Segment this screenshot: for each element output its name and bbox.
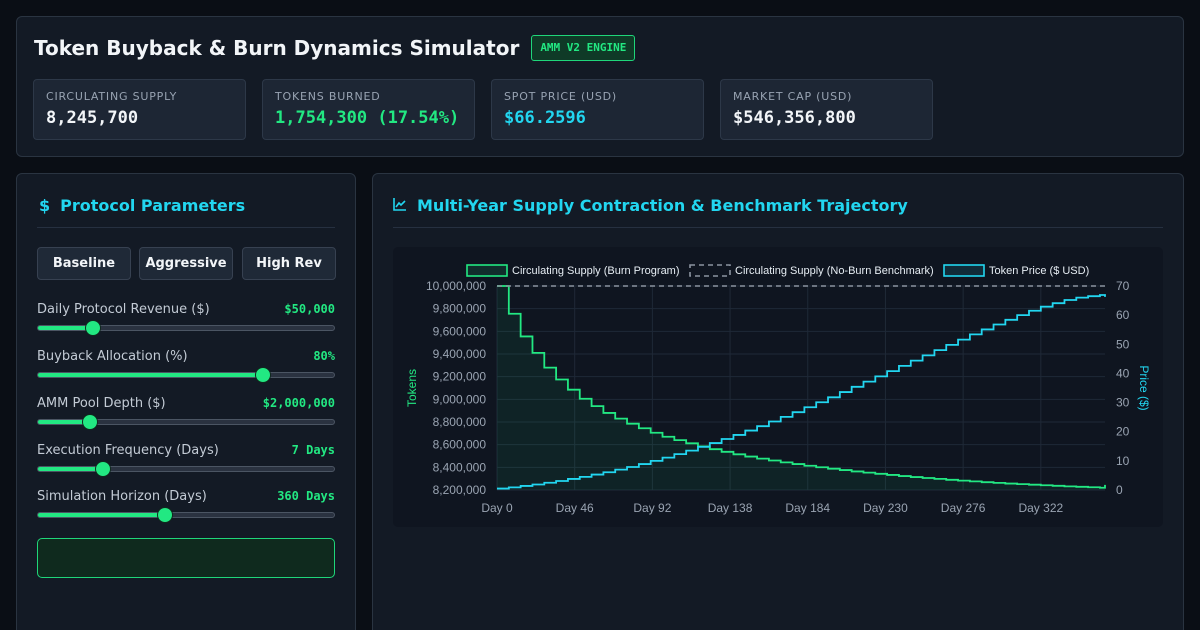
- dollar-icon: $: [39, 196, 51, 215]
- param-label: Daily Protocol Revenue ($): [37, 302, 210, 317]
- protocol-parameters-panel: $ Protocol Parameters Baseline Aggressiv…: [16, 173, 356, 630]
- param-value: $50,000: [284, 302, 335, 316]
- legend-token-price-label: Token Price ($ USD): [989, 265, 1089, 277]
- x-tick-label: Day 276: [941, 501, 986, 515]
- y-right-axis-title: Price ($): [1137, 365, 1151, 410]
- x-tick-label: Day 230: [863, 501, 908, 515]
- y-right-tick-label: 60: [1116, 308, 1130, 322]
- y-left-axis-title: Tokens: [405, 369, 419, 407]
- y-right-tick-label: 50: [1116, 337, 1130, 351]
- slider-thumb[interactable]: [84, 320, 101, 336]
- param-value: 80%: [313, 349, 335, 363]
- slider-thumb[interactable]: [81, 414, 98, 430]
- preset-aggressive-button[interactable]: Aggressive: [139, 247, 233, 280]
- burn-supply-area: [497, 286, 1105, 490]
- y-left-tick-label: 8,400,000: [433, 460, 487, 474]
- y-left-tick-label: 8,600,000: [433, 438, 487, 452]
- chart-svg: 10,000,000 9,800,000 9,600,000 9,400,000 9,2…: [405, 264, 1151, 515]
- burn-supply-line: [497, 285, 1106, 489]
- x-tick-label: Day 0: [481, 501, 513, 515]
- y-left-tick-label: 9,400,000: [433, 347, 487, 361]
- y-left-tick-label: 8,200,000: [433, 483, 487, 497]
- y-left-tick-label: 10,000,000: [426, 279, 486, 293]
- legend-token-price-swatch: [943, 264, 985, 277]
- stat-value: $66.2596: [504, 108, 586, 128]
- preset-baseline-button[interactable]: Baseline: [37, 247, 131, 280]
- legend-burn-program-label: Circulating Supply (Burn Program): [512, 265, 680, 277]
- stat-circulating-supply: CIRCULATING SUPPLY 8,245,700: [33, 79, 246, 140]
- slider-thumb[interactable]: [157, 507, 174, 523]
- panel-title: Multi-Year Supply Contraction & Benchmar…: [417, 196, 908, 215]
- stat-value: 1,754,300 (17.54%): [275, 108, 460, 128]
- daily-revenue-slider[interactable]: [37, 320, 335, 336]
- buyback-allocation-slider[interactable]: [37, 367, 335, 383]
- summary-card: Token Buyback & Burn Dynamics Simulator …: [16, 16, 1184, 157]
- simulation-horizon-slider[interactable]: [37, 507, 335, 523]
- param-value: $2,000,000: [262, 396, 335, 410]
- stat-value: $546,356,800: [733, 108, 856, 128]
- y-right-tick-label: 20: [1116, 425, 1130, 439]
- x-tick-label: Day 92: [633, 501, 671, 515]
- amm-pool-depth-slider[interactable]: [37, 414, 335, 430]
- token-price-line: [497, 294, 1106, 490]
- divider: [37, 227, 335, 228]
- app-title: Token Buyback & Burn Dynamics Simulator: [34, 36, 520, 60]
- panel-header: Multi-Year Supply Contraction & Benchmar…: [393, 196, 908, 215]
- stat-spot-price: SPOT PRICE (USD) $66.2596: [491, 79, 704, 140]
- y-left-tick-label: 9,200,000: [433, 370, 487, 384]
- y-left-tick-label: 9,000,000: [433, 392, 487, 406]
- param-value: 7 Days: [291, 443, 335, 457]
- line-chart-icon: [393, 196, 407, 215]
- stat-market-cap: MARKET CAP (USD) $546,356,800: [720, 79, 933, 140]
- preset-high-rev-button[interactable]: High Rev: [242, 247, 336, 280]
- legend-no-burn-benchmark-swatch: [689, 264, 731, 277]
- legend-no-burn-benchmark-label: Circulating Supply (No-Burn Benchmark): [735, 265, 934, 277]
- y-right-tick-label: 30: [1116, 396, 1130, 410]
- stat-label: MARKET CAP (USD): [733, 90, 853, 103]
- y-left-tick-label: 9,800,000: [433, 302, 487, 316]
- stat-label: SPOT PRICE (USD): [504, 90, 618, 103]
- stat-label: TOKENS BURNED: [275, 90, 381, 103]
- stat-label: CIRCULATING SUPPLY: [46, 90, 178, 103]
- x-tick-label: Day 322: [1018, 501, 1063, 515]
- panel-header: $ Protocol Parameters: [39, 196, 245, 215]
- divider: [393, 227, 1163, 228]
- execution-frequency-slider[interactable]: [37, 461, 335, 477]
- panel-title: Protocol Parameters: [60, 196, 246, 215]
- x-tick-label: Day 138: [708, 501, 753, 515]
- engine-badge: AMM V2 ENGINE: [531, 35, 636, 61]
- y-right-tick-label: 10: [1116, 454, 1130, 468]
- x-tick-label: Day 184: [785, 501, 830, 515]
- supply-chart: 10,000,000 9,800,000 9,600,000 9,400,000 9,2…: [393, 247, 1163, 527]
- legend-burn-program-swatch: [466, 264, 508, 277]
- y-left-tick-label: 8,800,000: [433, 415, 487, 429]
- y-right-tick-label: 70: [1116, 279, 1130, 293]
- param-label: Simulation Horizon (Days): [37, 489, 207, 504]
- param-label: Buyback Allocation (%): [37, 349, 188, 364]
- x-tick-label: Day 46: [556, 501, 594, 515]
- slider-thumb[interactable]: [254, 367, 271, 383]
- y-left-tick-label: 9,600,000: [433, 324, 487, 338]
- y-right-tick-label: 40: [1116, 366, 1130, 380]
- param-label: Execution Frequency (Days): [37, 443, 219, 458]
- slider-thumb[interactable]: [95, 461, 112, 477]
- stat-value: 8,245,700: [46, 108, 139, 128]
- param-value: 360 Days: [277, 489, 335, 503]
- run-simulation-button[interactable]: [37, 538, 335, 578]
- param-label: AMM Pool Depth ($): [37, 396, 166, 411]
- y-right-tick-label: 0: [1116, 483, 1123, 497]
- chart-panel: Multi-Year Supply Contraction & Benchmar…: [372, 173, 1184, 630]
- stat-tokens-burned: TOKENS BURNED 1,754,300 (17.54%): [262, 79, 475, 140]
